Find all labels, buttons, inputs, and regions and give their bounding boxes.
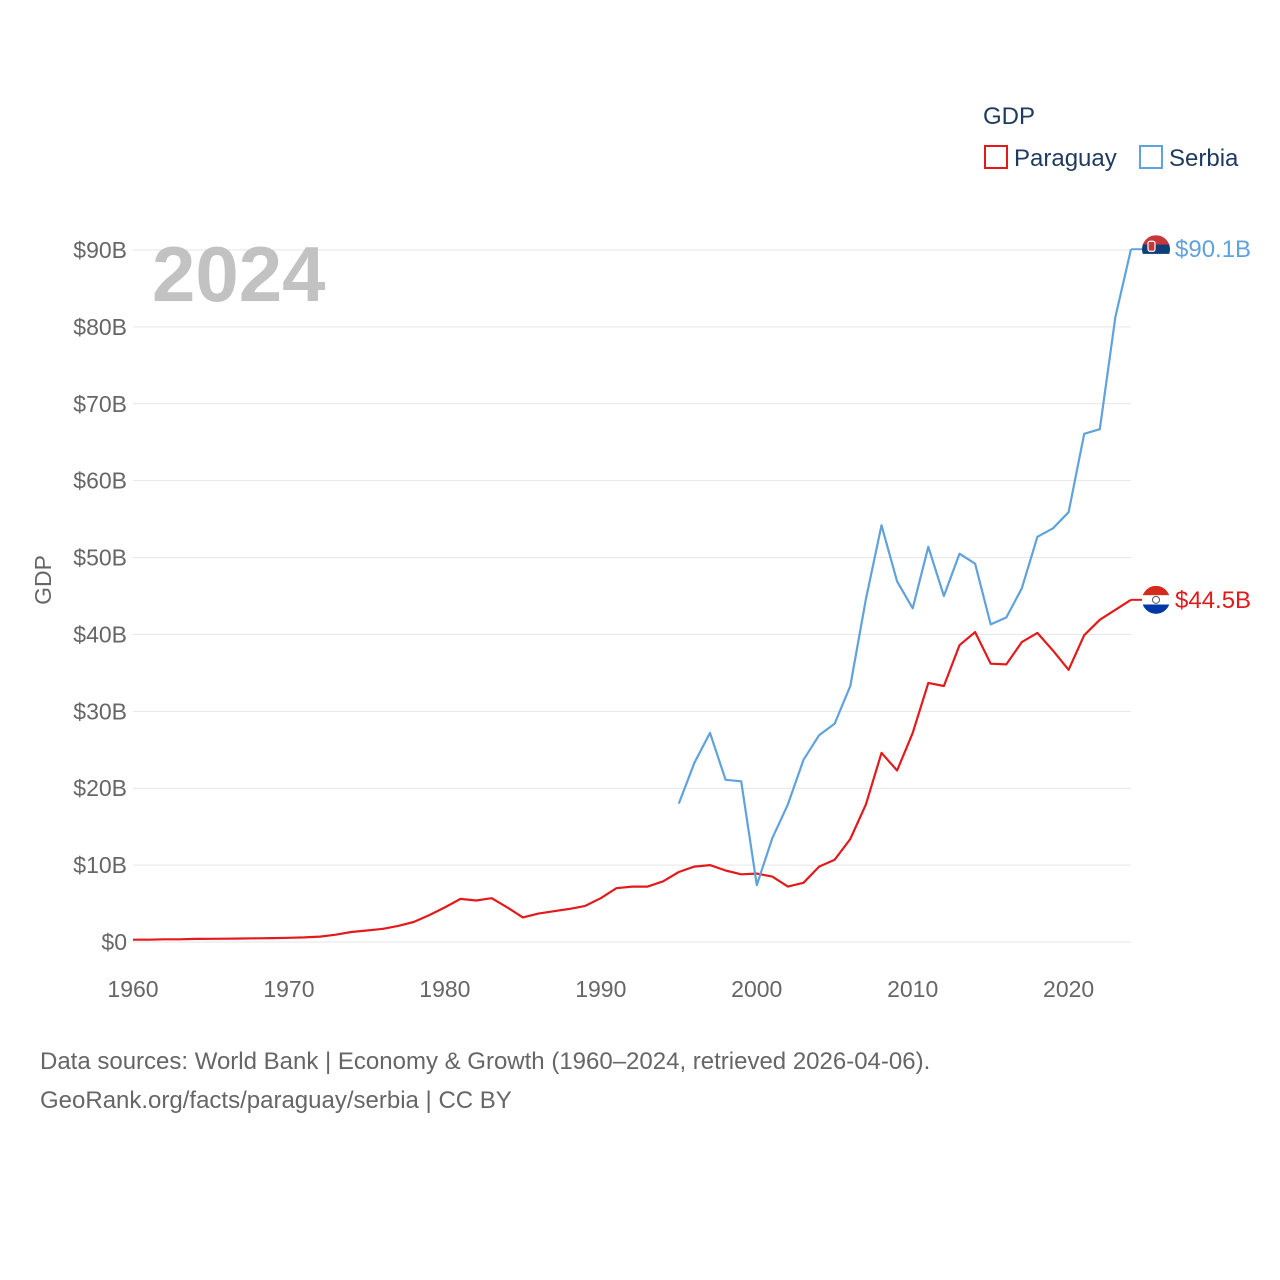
legend-swatch-serbia[interactable]: [1139, 145, 1163, 169]
x-tick-label: 2020: [1043, 976, 1094, 1002]
legend-swatch-paraguay[interactable]: [984, 145, 1008, 169]
legend-label-serbia[interactable]: Serbia: [1169, 145, 1239, 172]
x-tick-label: 1970: [263, 976, 314, 1002]
series-lines: [133, 248, 1133, 941]
y-tick-label: $60B: [73, 468, 127, 494]
y-tick-label: $30B: [73, 698, 127, 724]
legend-label-paraguay[interactable]: Paraguay: [1014, 145, 1117, 172]
end-value-label-serbia: $90.1B: [1175, 236, 1251, 263]
y-tick-label: $70B: [73, 391, 127, 417]
end-value-label-paraguay: $44.5B: [1175, 587, 1251, 614]
y-tick-label: $80B: [73, 314, 127, 340]
source-note: Data sources: World Bank | Economy & Gro…: [40, 1042, 930, 1120]
y-tick-label: $50B: [73, 545, 127, 571]
x-tick-label: 1990: [575, 976, 626, 1002]
year-stamp: 2024: [152, 230, 326, 318]
y-tick-label: $40B: [73, 621, 127, 647]
y-axis-ticks: $0 $10B $20B $30B $40B $50B $60B $70B $80B $90B: [73, 237, 127, 955]
source-line-1: Data sources: World Bank | Economy & Gro…: [40, 1048, 931, 1075]
legend-title: GDP: [983, 103, 1035, 130]
y-axis-title: GDP: [30, 555, 56, 605]
series-line-serbia[interactable]: [677, 248, 1133, 887]
x-axis-ticks: 1960 1970 1980 1990 2000 2010 2020: [107, 976, 1094, 1002]
x-tick-label: 2000: [731, 976, 782, 1002]
y-tick-label: $10B: [73, 852, 127, 878]
x-tick-label: 1960: [107, 976, 158, 1002]
serbia-flag-icon: [1142, 235, 1170, 264]
x-tick-label: 2010: [887, 976, 938, 1002]
series-line-paraguay[interactable]: [133, 598, 1132, 941]
y-tick-label: $0: [101, 929, 127, 955]
y-tick-label: $90B: [73, 237, 127, 263]
legend: GDP Paraguay Serbia: [983, 103, 1239, 172]
source-line-2: GeoRank.org/facts/paraguay/serbia | CC B…: [40, 1087, 512, 1114]
gridlines: [133, 249, 1131, 943]
x-tick-label: 1980: [419, 976, 470, 1002]
y-tick-label: $20B: [73, 775, 127, 801]
paraguay-flag-icon: [1142, 585, 1170, 614]
end-markers: $44.5B $90.1B: [1131, 235, 1251, 614]
